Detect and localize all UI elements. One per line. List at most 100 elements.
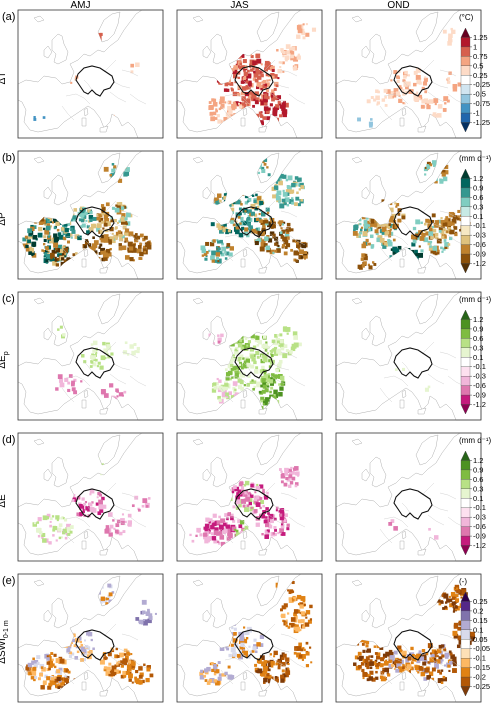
anomaly-cell bbox=[64, 536, 68, 540]
anomaly-cell bbox=[145, 677, 150, 683]
anomaly-cell bbox=[225, 376, 230, 381]
anomaly-cell bbox=[384, 223, 389, 228]
anomaly-cell bbox=[220, 640, 223, 644]
map-frame bbox=[335, 291, 482, 421]
anomaly-cell bbox=[264, 60, 270, 66]
anomaly-cell bbox=[246, 504, 250, 508]
anomaly-cell bbox=[296, 191, 299, 195]
row-variable-label: ΔP bbox=[0, 212, 8, 226]
anomaly-cell bbox=[224, 64, 227, 67]
anomaly-cell bbox=[259, 497, 263, 500]
anomaly-cell bbox=[59, 382, 65, 388]
anomaly-cell bbox=[262, 681, 266, 684]
anomaly-cell bbox=[413, 70, 418, 75]
island-outline bbox=[240, 117, 246, 127]
island-outline bbox=[81, 681, 87, 691]
anomaly-cell bbox=[227, 197, 233, 203]
anomaly-cell bbox=[281, 198, 286, 203]
anomaly-cell bbox=[90, 343, 94, 346]
anomaly-cell bbox=[418, 97, 421, 101]
anomaly-cell bbox=[362, 241, 366, 245]
anomaly-cell bbox=[127, 522, 132, 527]
anomaly-cell bbox=[232, 381, 238, 386]
figure-row-4: (e)ΔSWI0-1 m(-)0.250.20.150.10.05-0.05-0… bbox=[0, 573, 490, 703]
anomaly-cell bbox=[266, 247, 271, 253]
colorbar-segment bbox=[460, 357, 471, 367]
anomaly-cell bbox=[381, 204, 386, 209]
country-border bbox=[383, 93, 409, 105]
country-border bbox=[379, 528, 393, 544]
anomaly-cell bbox=[216, 664, 219, 667]
anomaly-cell bbox=[246, 200, 249, 203]
map-panel bbox=[176, 432, 323, 562]
anomaly-cell bbox=[237, 76, 240, 80]
anomaly-cell bbox=[279, 513, 283, 517]
anomaly-cell bbox=[235, 506, 239, 510]
anomaly-cell bbox=[93, 259, 96, 262]
anomaly-cell bbox=[57, 686, 61, 690]
anomaly-cell bbox=[382, 653, 388, 658]
anomaly-cell bbox=[243, 650, 249, 656]
anomaly-cell bbox=[136, 346, 140, 351]
anomaly-cell bbox=[108, 592, 113, 597]
anomaly-cell bbox=[116, 662, 119, 666]
anomaly-cell bbox=[430, 652, 435, 657]
country-border bbox=[220, 528, 234, 544]
anomaly-cell bbox=[229, 367, 232, 371]
anomaly-cell bbox=[440, 600, 444, 604]
anomaly-cell bbox=[382, 214, 385, 218]
anomaly-cell bbox=[357, 643, 360, 646]
anomaly-cell bbox=[357, 657, 360, 660]
anomaly-cell bbox=[115, 647, 118, 651]
anomaly-cell bbox=[127, 520, 133, 525]
anomaly-cell bbox=[147, 618, 152, 624]
country-border bbox=[262, 200, 276, 214]
anomaly-cell bbox=[433, 535, 439, 540]
anomaly-cell bbox=[305, 616, 308, 619]
anomaly-cell bbox=[389, 228, 392, 231]
anomaly-cell bbox=[250, 203, 256, 209]
island-outline bbox=[256, 575, 280, 607]
anomaly-cell bbox=[401, 367, 406, 371]
anomaly-cell bbox=[259, 113, 263, 117]
anomaly-cell bbox=[230, 194, 234, 199]
anomaly-cell bbox=[197, 530, 201, 533]
anomaly-cell bbox=[127, 241, 133, 247]
anomaly-cell bbox=[221, 392, 227, 397]
anomaly-cell bbox=[273, 393, 279, 398]
anomaly-cell bbox=[426, 161, 431, 166]
country-border bbox=[242, 79, 252, 91]
anomaly-cell bbox=[91, 243, 95, 247]
anomaly-cell bbox=[265, 109, 270, 114]
anomaly-cell bbox=[89, 488, 95, 494]
anomaly-cell bbox=[80, 508, 83, 511]
anomaly-cell bbox=[256, 355, 260, 359]
anomaly-cell bbox=[444, 664, 447, 667]
anomaly-cell bbox=[374, 659, 378, 663]
country-border bbox=[379, 246, 393, 262]
country-border bbox=[129, 234, 147, 246]
anomaly-cell bbox=[96, 257, 100, 261]
study-region-outline bbox=[234, 629, 274, 661]
anomaly-cell bbox=[108, 662, 112, 666]
anomaly-cell bbox=[38, 209, 42, 213]
island-outline bbox=[97, 434, 121, 466]
anomaly-cell bbox=[81, 497, 85, 501]
anomaly-cell bbox=[213, 259, 218, 263]
anomaly-cell bbox=[131, 663, 136, 668]
anomaly-cell bbox=[265, 382, 269, 386]
anomaly-cell bbox=[281, 111, 286, 115]
anomaly-cell bbox=[264, 219, 269, 224]
anomaly-cell bbox=[135, 62, 140, 68]
anomaly-cell bbox=[292, 239, 296, 243]
anomaly-cell bbox=[371, 261, 375, 264]
anomaly-cell bbox=[77, 636, 82, 641]
anomaly-cell bbox=[310, 661, 313, 664]
anomaly-cell bbox=[228, 194, 233, 199]
anomaly-cell bbox=[285, 192, 290, 196]
anomaly-cell bbox=[242, 59, 247, 64]
anomaly-cell bbox=[442, 607, 445, 610]
colorbar-tick-label: 1.25 bbox=[473, 33, 488, 42]
anomaly-cell bbox=[424, 659, 428, 664]
anomaly-cell bbox=[419, 236, 425, 241]
